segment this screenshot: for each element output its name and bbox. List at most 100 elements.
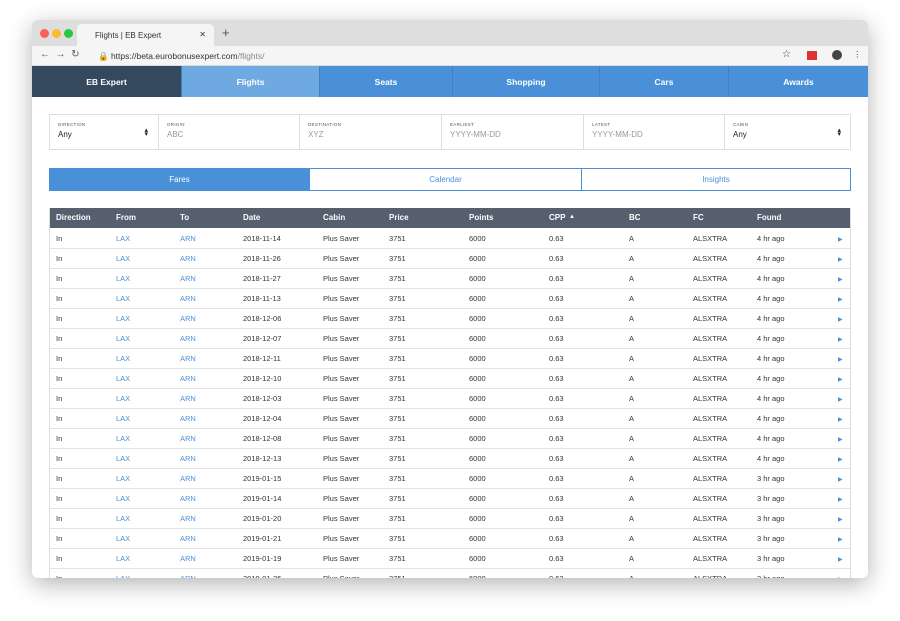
column-header[interactable]: CPP bbox=[549, 213, 566, 222]
table-row[interactable] bbox=[50, 409, 850, 429]
row-expand[interactable]: ▶ bbox=[838, 237, 843, 243]
table-row[interactable] bbox=[50, 269, 850, 289]
nav-item[interactable]: Shopping bbox=[452, 66, 599, 97]
table-cell[interactable]: ARN bbox=[180, 454, 196, 463]
column-header[interactable]: Direction bbox=[56, 213, 91, 222]
table-cell[interactable]: LAX bbox=[116, 454, 131, 463]
row-expand[interactable]: ▶ bbox=[838, 357, 843, 363]
profile-icon[interactable] bbox=[832, 50, 842, 60]
column-header[interactable]: Points bbox=[469, 213, 494, 222]
table-cell[interactable]: LAX bbox=[116, 569, 130, 578]
close-button[interactable] bbox=[40, 29, 49, 38]
table-cell[interactable]: ARN bbox=[180, 569, 196, 578]
minimize-button[interactable] bbox=[52, 29, 61, 38]
table-row[interactable] bbox=[50, 329, 850, 349]
nav-item[interactable]: Seats bbox=[319, 66, 452, 97]
table-cell[interactable]: LAX bbox=[116, 514, 131, 523]
view-tab[interactable]: Fares bbox=[49, 168, 310, 191]
row-expand[interactable]: ▶ bbox=[838, 557, 843, 563]
table-row[interactable] bbox=[50, 369, 850, 389]
table-cell[interactable]: LAX bbox=[116, 394, 131, 403]
extension-icon[interactable] bbox=[807, 51, 817, 60]
filter-field[interactable]: EARLIEST YYYY-MM-DD bbox=[441, 115, 583, 149]
filter-field[interactable]: DESTINATION XYZ bbox=[299, 115, 441, 149]
row-expand[interactable]: ▶ bbox=[838, 537, 843, 543]
column-header[interactable]: Price bbox=[389, 213, 409, 222]
table-cell[interactable]: ARN bbox=[180, 254, 196, 263]
browser-tab[interactable]: Flights | EB Expert ✕ bbox=[77, 24, 214, 46]
filter-field[interactable]: LATEST YYYY-MM-DD bbox=[583, 115, 724, 149]
tab-close[interactable]: ✕ bbox=[199, 30, 206, 39]
table-cell[interactable]: LAX bbox=[116, 234, 131, 243]
table-cell[interactable]: ARN bbox=[180, 554, 196, 563]
table-row[interactable] bbox=[50, 309, 850, 329]
table-row[interactable] bbox=[50, 249, 850, 269]
row-expand[interactable]: ▶ bbox=[838, 257, 843, 263]
table-row[interactable] bbox=[50, 549, 850, 569]
row-expand[interactable]: ▶ bbox=[838, 517, 843, 523]
table-row[interactable] bbox=[50, 469, 850, 489]
column-header[interactable]: Date bbox=[243, 213, 261, 222]
row-expand[interactable]: ▶ bbox=[838, 397, 843, 403]
column-header[interactable]: Found bbox=[757, 213, 782, 222]
table-cell[interactable]: LAX bbox=[116, 494, 131, 503]
row-expand[interactable]: ▶ bbox=[838, 457, 843, 463]
new-tab[interactable]: + bbox=[222, 25, 230, 40]
table-row[interactable] bbox=[50, 289, 850, 309]
column-header[interactable]: To bbox=[180, 213, 190, 222]
table-cell[interactable]: ARN bbox=[180, 514, 196, 523]
table-cell[interactable]: LAX bbox=[116, 554, 131, 563]
row-expand[interactable]: ▶ bbox=[838, 576, 843, 578]
filter-field[interactable]: ORIGIN ABC bbox=[158, 115, 299, 149]
table-cell[interactable]: LAX bbox=[116, 254, 131, 263]
row-expand[interactable]: ▶ bbox=[838, 417, 843, 423]
row-expand[interactable]: ▶ bbox=[838, 337, 843, 343]
table-row[interactable] bbox=[50, 509, 850, 529]
table-row[interactable] bbox=[50, 229, 850, 249]
column-header[interactable]: BC bbox=[629, 213, 641, 222]
table-cell[interactable]: LAX bbox=[116, 314, 131, 323]
filter-field[interactable]: DIRECTION Any ▴ ▾ bbox=[50, 115, 158, 149]
nav-item[interactable]: Flights bbox=[181, 66, 319, 97]
table-cell[interactable]: LAX bbox=[116, 414, 131, 423]
nav-item[interactable]: Cars bbox=[599, 66, 728, 97]
table-row[interactable] bbox=[50, 529, 850, 549]
column-header[interactable]: From bbox=[116, 213, 136, 222]
menu[interactable]: ⋮ bbox=[853, 49, 862, 59]
table-cell[interactable]: LAX bbox=[116, 274, 131, 283]
table-cell[interactable]: ARN bbox=[180, 294, 196, 303]
table-cell[interactable]: ARN bbox=[180, 354, 196, 363]
row-expand[interactable]: ▶ bbox=[838, 497, 843, 503]
table-cell[interactable]: ARN bbox=[180, 334, 196, 343]
nav-buttons[interactable]: ← → ↻ bbox=[40, 49, 80, 60]
filter-field[interactable]: CABIN Any ▴ ▾ bbox=[724, 115, 851, 149]
nav-item[interactable]: EB Expert bbox=[32, 66, 181, 97]
table-cell[interactable]: LAX bbox=[116, 294, 131, 303]
table-cell[interactable]: LAX bbox=[116, 334, 131, 343]
row-expand[interactable]: ▶ bbox=[838, 377, 843, 383]
table-cell[interactable]: ARN bbox=[180, 534, 196, 543]
row-expand[interactable]: ▶ bbox=[838, 277, 843, 283]
table-cell[interactable]: ARN bbox=[180, 374, 196, 383]
row-expand[interactable]: ▶ bbox=[838, 437, 843, 443]
table-cell[interactable]: LAX bbox=[116, 354, 131, 363]
table-cell[interactable]: LAX bbox=[116, 534, 131, 543]
table-cell[interactable]: ARN bbox=[180, 274, 196, 283]
view-tab[interactable]: Insights bbox=[581, 168, 851, 191]
table-cell[interactable]: LAX bbox=[116, 434, 131, 443]
row-expand[interactable]: ▶ bbox=[838, 297, 843, 303]
table-row[interactable] bbox=[50, 389, 850, 409]
column-header[interactable]: FC bbox=[693, 213, 704, 222]
table-row[interactable] bbox=[50, 449, 850, 469]
maximize-button[interactable] bbox=[64, 29, 73, 38]
nav-item[interactable]: Awards bbox=[728, 66, 868, 97]
table-cell[interactable]: LAX bbox=[116, 474, 131, 483]
row-expand[interactable]: ▶ bbox=[838, 477, 843, 483]
bookmark-star[interactable]: ☆ bbox=[782, 49, 791, 60]
table-row[interactable] bbox=[50, 569, 850, 578]
table-cell[interactable]: ARN bbox=[180, 314, 196, 323]
row-expand[interactable]: ▶ bbox=[838, 317, 843, 323]
url[interactable]: 🔒 https://beta.eurobonusexpert.com/fligh… bbox=[98, 51, 265, 61]
table-row[interactable] bbox=[50, 349, 850, 369]
table-cell[interactable]: ARN bbox=[180, 474, 196, 483]
